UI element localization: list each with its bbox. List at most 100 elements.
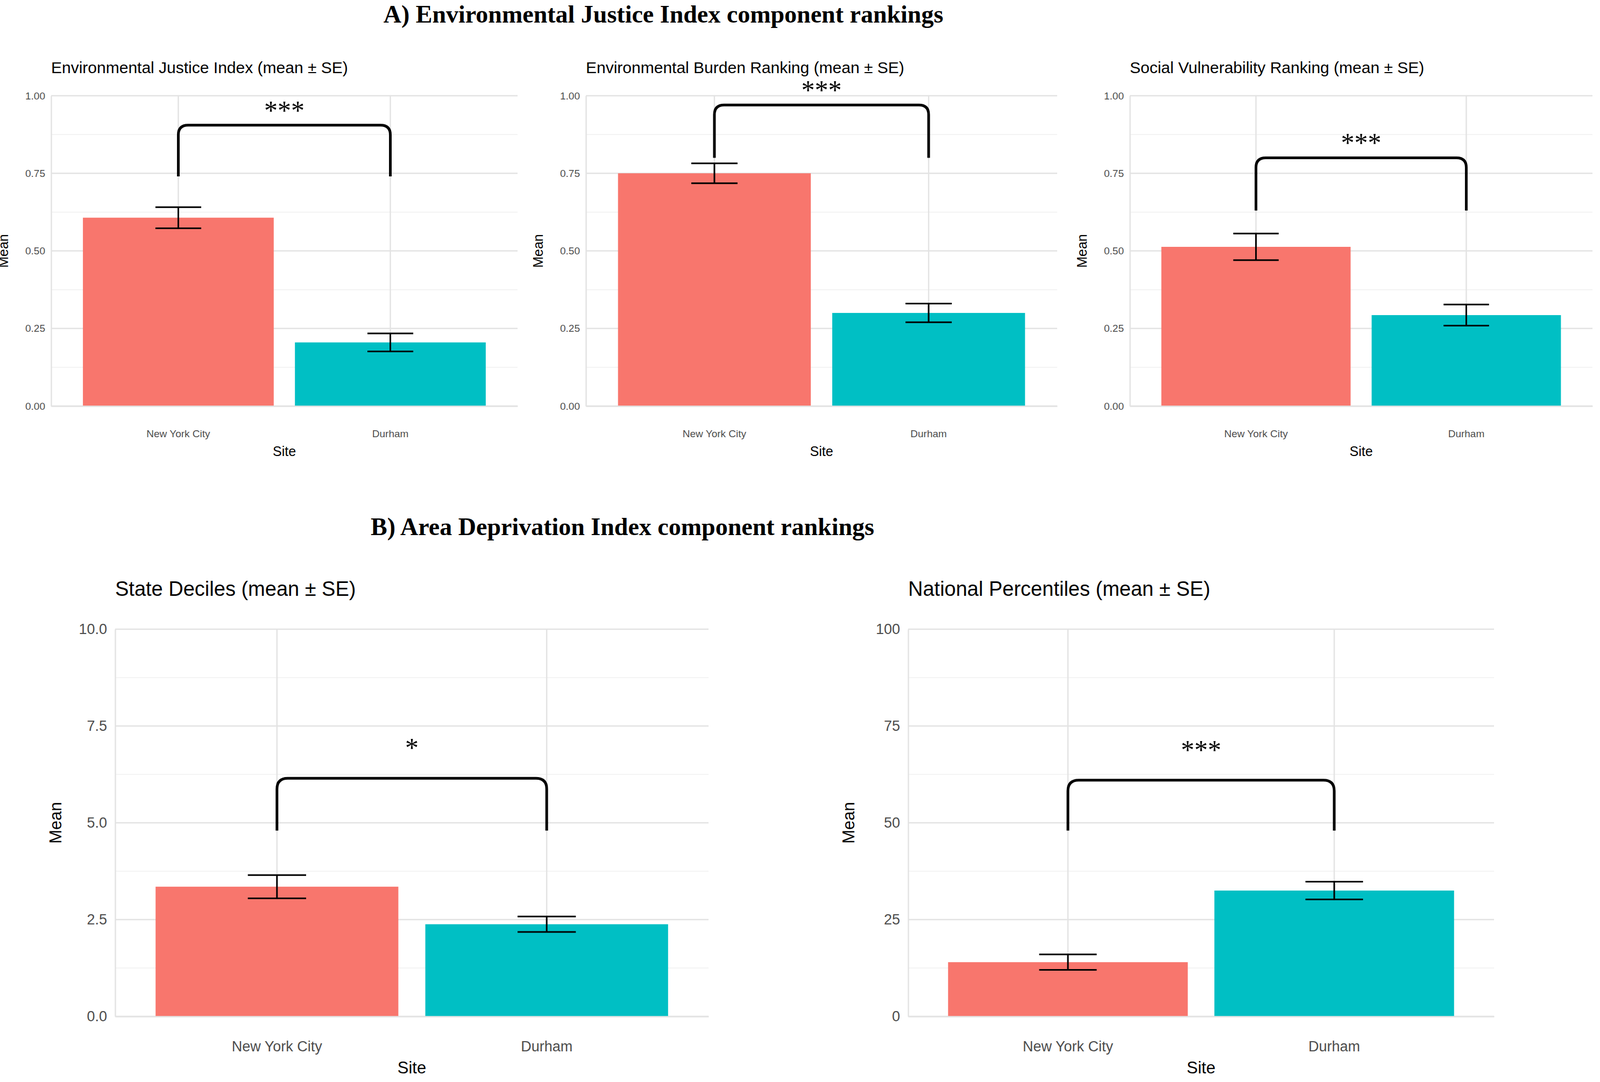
bar: [832, 313, 1025, 407]
chart-title: Environmental Justice Index (mean ± SE): [51, 58, 349, 77]
tick: 75: [883, 718, 909, 735]
y-axis-title: Mean: [1074, 234, 1090, 268]
minor-grid-line: [908, 774, 1495, 776]
bar: [1214, 890, 1455, 1017]
axis-line: [51, 405, 519, 408]
tick: 1.00: [25, 90, 52, 102]
error-bar: [1305, 881, 1364, 900]
y-axis: 0255075100: [875, 621, 909, 1025]
x-axis: New York CityDurham: [586, 406, 1058, 440]
tick: 0.50: [1103, 245, 1130, 257]
tick: 0.50: [560, 245, 586, 257]
tick-label: 0.75: [25, 167, 46, 180]
x-axis-title: Site: [1186, 1058, 1216, 1078]
tick: 0.25: [560, 322, 586, 335]
grid-line: [115, 822, 709, 825]
significance-bracket: [277, 778, 547, 831]
plot-area: [82, 207, 486, 407]
y-axis-title: Mean: [0, 234, 11, 268]
tick-label: 1.00: [560, 90, 580, 102]
tick-label: 0.25: [25, 322, 46, 335]
grid-line: [1129, 95, 1593, 97]
bar: [425, 924, 669, 1017]
tick: 2.5: [86, 911, 116, 929]
tick: 25: [883, 911, 909, 929]
tick: New York City: [1022, 1016, 1114, 1056]
figure: A) Environmental Justice Index component…: [0, 0, 1600, 1082]
chart: 0.000.250.500.751.00New York CityDurham*…: [0, 58, 519, 459]
tick-label: 25: [883, 911, 901, 929]
tick-label: 75: [883, 718, 901, 735]
chart: 0.02.55.07.510.0New York CityDurham*Stat…: [46, 577, 710, 1078]
y-axis: 0.000.250.500.751.00: [1103, 90, 1130, 413]
x-axis: New York City Durham: [115, 1016, 710, 1056]
tick-label: 50: [883, 815, 901, 832]
tick-label: 0.00: [1103, 400, 1124, 413]
grid-line: [908, 628, 1495, 631]
tick: New York City: [231, 1016, 323, 1056]
tick-label: New York City: [231, 1038, 323, 1056]
tick: Durham: [1448, 406, 1485, 440]
tick: New York City: [146, 406, 211, 440]
tick: 0: [891, 1008, 909, 1025]
minor-grid-line: [51, 133, 518, 136]
axis-line: [585, 96, 587, 407]
grid: [908, 629, 1495, 1017]
significance-label: ***: [1180, 734, 1222, 766]
tick-label: 0.75: [1103, 167, 1124, 180]
error-bar: [1039, 954, 1097, 971]
tick: 0.25: [25, 322, 52, 335]
tick: 0.75: [560, 167, 586, 180]
tick: 0.00: [1103, 400, 1130, 413]
chart: 0255075100New York CityDurham***National…: [839, 577, 1495, 1078]
axis-line: [114, 629, 117, 1018]
minor-grid-line: [585, 133, 1058, 136]
error-bar: [905, 303, 952, 323]
tick-label: New York City: [1022, 1038, 1114, 1056]
tick-label: Durham: [1308, 1038, 1361, 1056]
tick-label: Durham: [910, 428, 947, 440]
x-axis-title: Site: [397, 1058, 427, 1078]
y-axis-title: Mean: [839, 802, 859, 845]
tick-label: 0.50: [25, 245, 46, 257]
chart: 0.000.250.500.751.00New York CityDurham*…: [530, 58, 1058, 459]
tick: 1.00: [1103, 90, 1130, 102]
tick: Durham: [910, 406, 947, 440]
chart: 0.000.250.500.751.00New York CityDurham*…: [1074, 58, 1594, 459]
significance-bracket: [178, 125, 391, 177]
error-bar: [1233, 233, 1279, 261]
axis-line: [586, 405, 1058, 408]
axis-line: [908, 1016, 1495, 1018]
y-axis-title: Mean: [46, 802, 66, 845]
minor-grid-line: [115, 871, 709, 873]
tick-label: 0.00: [560, 400, 580, 413]
x-axis: New York CityDurham: [51, 406, 519, 440]
minor-grid-line: [908, 871, 1495, 873]
y-axis: 0.00 0.25 0.50 0.75 1.00: [25, 90, 52, 413]
grid-line: [51, 172, 518, 175]
x-axis-title: Site: [272, 443, 296, 459]
minor-grid-line: [908, 677, 1495, 679]
bar: [1371, 315, 1562, 407]
error-bar: [155, 207, 202, 229]
tick-label: 5.0: [86, 815, 108, 832]
tick: 0.0: [86, 1008, 116, 1025]
grid: [51, 95, 518, 407]
x-axis: New York City Durham: [908, 1016, 1495, 1056]
tick: Durham: [520, 1016, 573, 1056]
grid: [585, 95, 1058, 407]
tick: New York City: [1223, 406, 1288, 440]
tick-label: Durham: [520, 1038, 573, 1056]
tick-label: 0.50: [560, 245, 580, 257]
significance-label: ***: [1341, 127, 1382, 158]
grid-line: [115, 725, 709, 728]
tick: 0.00: [25, 400, 52, 413]
tick: 50: [883, 815, 909, 832]
bar: [82, 217, 274, 407]
axis-line: [907, 629, 910, 1018]
error-bar: [248, 875, 307, 899]
axis-line: [50, 96, 53, 407]
chart-title: Social Vulnerability Ranking (mean ± SE): [1129, 58, 1425, 77]
significance-bracket: [1067, 780, 1335, 832]
axis-line: [1130, 405, 1594, 408]
